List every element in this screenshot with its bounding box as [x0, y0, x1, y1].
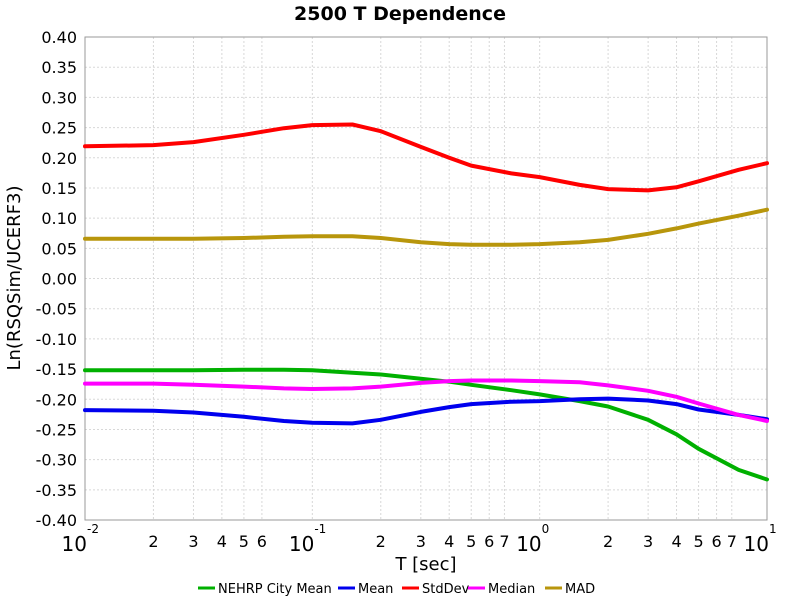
- series-line-mad: [83, 207, 769, 247]
- grid: [84, 36, 768, 521]
- x-tick-minor-label: 2: [603, 532, 613, 551]
- x-tick-minor-label: 4: [217, 532, 227, 551]
- y-axis-label: Ln(RSQSim/UCERF3): [4, 185, 25, 370]
- legend-label-nehrp-city-mean: NEHRP City Mean: [218, 582, 332, 597]
- y-tick-label: -0.15: [36, 360, 77, 379]
- x-tick-major-label: 10: [62, 532, 87, 556]
- x-tick-minor-label: 7: [499, 532, 509, 551]
- legend: NEHRP City Mean Mean StdDev Median MAD: [198, 582, 595, 597]
- x-tick-exponent: -1: [314, 522, 326, 536]
- x-tick-minor-label: 2: [376, 532, 386, 551]
- x-tick-exponent: -2: [87, 522, 99, 536]
- x-tick-minor-label: 2: [148, 532, 158, 551]
- y-tick-label: -0.05: [36, 300, 77, 319]
- chart-title: 2500 T Dependence: [294, 3, 506, 25]
- x-tick-major-label: 10: [516, 532, 541, 556]
- y-tick-label: 0.35: [41, 58, 77, 77]
- y-tick-labels: -0.40 -0.35 -0.30 -0.25 -0.20 -0.15 -0.10 -0.05…: [36, 28, 77, 530]
- y-tick-label: -0.40: [36, 511, 77, 530]
- series-line-nehrp-city-mean: [83, 367, 769, 482]
- x-tick-minor-label: 3: [643, 532, 653, 551]
- x-tick-minor-label: 4: [444, 532, 454, 551]
- x-tick-minor-label: 6: [484, 532, 494, 551]
- x-tick-minor-label: 5: [239, 532, 249, 551]
- y-tick-label: 0.00: [41, 270, 77, 289]
- series-line-mean: [83, 396, 769, 426]
- x-tick-minor-label: 5: [693, 532, 703, 551]
- x-tick-exponent: 0: [542, 522, 550, 536]
- y-tick-label: 0.05: [41, 239, 77, 258]
- x-tick-minor-label: 3: [188, 532, 198, 551]
- x-tick-minor-label: 3: [416, 532, 426, 551]
- y-tick-label: 0.30: [41, 88, 77, 107]
- y-tick-label: -0.30: [36, 451, 77, 470]
- series-line-median: [83, 378, 769, 423]
- y-tick-label: 0.40: [41, 28, 77, 47]
- series-lines: [83, 122, 769, 482]
- y-tick-label: 0.15: [41, 179, 77, 198]
- legend-label-mad: MAD: [565, 582, 595, 597]
- y-tick-label: 0.20: [41, 149, 77, 168]
- plot-area: [84, 36, 768, 521]
- legend-label-stddev: StdDev: [422, 582, 470, 597]
- x-tick-minor-label: 7: [727, 532, 737, 551]
- x-tick-minor-label: 6: [711, 532, 721, 551]
- x-tick-minor-label: 4: [671, 532, 681, 551]
- y-tick-label: -0.10: [36, 330, 77, 349]
- y-tick-label: -0.25: [36, 420, 77, 439]
- series-line-stddev: [83, 122, 769, 193]
- legend-label-median: Median: [488, 582, 535, 597]
- x-tick-minor-label: 5: [466, 532, 476, 551]
- x-tick-minor-label: 6: [257, 532, 267, 551]
- y-tick-label: 0.10: [41, 209, 77, 228]
- y-tick-label: 0.25: [41, 119, 77, 138]
- x-axis-label: T [sec]: [394, 554, 456, 575]
- x-tick-major-label: 10: [289, 532, 314, 556]
- legend-label-mean: Mean: [358, 582, 393, 597]
- y-tick-label: -0.20: [36, 390, 77, 409]
- y-tick-label: -0.35: [36, 481, 77, 500]
- x-tick-exponent: 1: [769, 522, 777, 536]
- x-tick-major-label: 10: [744, 532, 769, 556]
